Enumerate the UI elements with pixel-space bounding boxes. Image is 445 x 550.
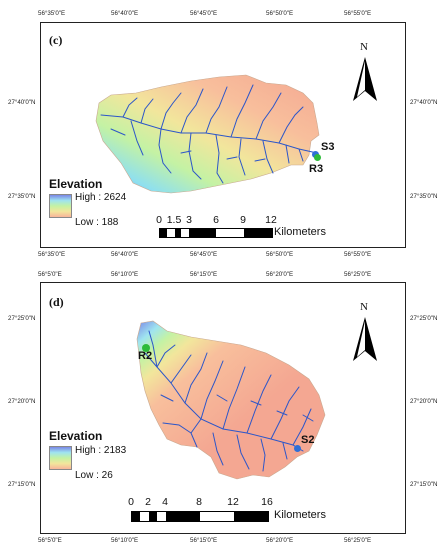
legend-title: Elevation <box>49 429 103 443</box>
scale-number: 2 <box>145 496 151 508</box>
bottom-lon-label: 56°55'0"E <box>344 251 372 258</box>
north-arrow-letter: N <box>360 301 368 313</box>
scale-number: 16 <box>261 496 273 508</box>
scale-number: 1.5 <box>166 214 182 226</box>
station-label-r3: R3 <box>309 163 324 175</box>
station-marker-r3 <box>314 154 321 161</box>
legend-high: High : 2624 <box>75 192 127 203</box>
scale-number: 8 <box>196 496 202 508</box>
legend-high: High : 2183 <box>75 445 127 456</box>
right-lat-label: 27°20'0"N <box>410 398 438 405</box>
scale-number: 6 <box>213 214 219 226</box>
top-lon-label: 56°10'0"E <box>111 271 139 278</box>
top-lon-label: 56°45'0"E <box>190 10 218 17</box>
panel-label: (c) <box>49 33 63 47</box>
scale-number: 9 <box>240 214 246 226</box>
north-arrow-icon <box>353 57 377 101</box>
left-lat-label: 27°15'0"N <box>8 481 36 488</box>
top-lon-label: 56°55'0"E <box>344 10 372 17</box>
scale-number: 0 <box>128 496 134 508</box>
legend-low: Low : 26 <box>75 470 113 481</box>
right-lat-label: 27°35'0"N <box>410 193 438 200</box>
bottom-lon-label: 56°15'0"E <box>190 537 218 544</box>
bottom-lon-label: 56°25'0"E <box>344 537 372 544</box>
top-lon-label: 56°35'0"E <box>38 10 66 17</box>
left-lat-label: 27°20'0"N <box>8 398 36 405</box>
watershed-map <box>136 320 326 480</box>
bottom-lon-label: 56°10'0"E <box>111 537 139 544</box>
scale-number: 3 <box>186 214 192 226</box>
left-lat-label: 27°40'0"N <box>8 99 36 106</box>
map-frame: (d) <box>40 282 406 534</box>
scale-unit: Kilometers <box>274 226 326 238</box>
north-arrow-icon <box>353 317 377 361</box>
watershed-d <box>136 320 326 480</box>
bottom-lon-label: 56°50'0"E <box>266 251 294 258</box>
left-lat-label: 27°35'0"N <box>8 193 36 200</box>
legend-low: Low : 188 <box>75 217 119 228</box>
scale-bar <box>131 511 269 522</box>
north-arrow: N <box>353 41 377 101</box>
station-label-r2: R2 <box>138 350 153 362</box>
scale-bar <box>159 228 273 238</box>
map-frame: (c) <box>40 22 406 248</box>
top-lon-label: 56°25'0"E <box>344 271 372 278</box>
left-lat-label: 27°25'0"N <box>8 315 36 322</box>
right-lat-label: 27°25'0"N <box>410 315 438 322</box>
legend-color-ramp <box>49 194 72 218</box>
bottom-lon-label: 56°45'0"E <box>190 251 218 258</box>
north-arrow: N <box>353 301 377 361</box>
map-panel-d: 56°5'0"E 56°10'0"E 56°15'0"E 56°20'0"E 5… <box>0 265 445 550</box>
bottom-lon-label: 56°35'0"E <box>38 251 66 258</box>
map-panel-c: 56°35'0"E 56°40'0"E 56°45'0"E 56°50'0"E … <box>0 0 445 265</box>
station-label-s3: S3 <box>321 141 335 153</box>
watershed-map <box>95 74 320 194</box>
scale-unit: Kilometers <box>274 509 326 521</box>
top-lon-label: 56°50'0"E <box>266 10 294 17</box>
watershed-c <box>95 74 320 194</box>
scale-number: 12 <box>227 496 239 508</box>
scale-number: 4 <box>162 496 168 508</box>
station-label-s2: S2 <box>301 434 315 446</box>
station-marker-r2 <box>142 344 150 352</box>
top-lon-label: 56°40'0"E <box>111 10 139 17</box>
top-lon-label: 56°5'0"E <box>38 271 62 278</box>
legend-title: Elevation <box>49 177 103 191</box>
bottom-lon-label: 56°40'0"E <box>111 251 139 258</box>
north-arrow-letter: N <box>360 41 368 53</box>
top-lon-label: 56°20'0"E <box>266 271 294 278</box>
right-lat-label: 27°40'0"N <box>410 99 438 106</box>
scale-number: 12 <box>265 214 277 226</box>
bottom-lon-label: 56°5'0"E <box>38 537 62 544</box>
scale-number: 0 <box>156 214 162 226</box>
right-lat-label: 27°15'0"N <box>410 481 438 488</box>
panel-label: (d) <box>49 295 64 309</box>
legend-color-ramp <box>49 446 72 470</box>
station-marker-s2 <box>294 445 301 452</box>
top-lon-label: 56°15'0"E <box>190 271 218 278</box>
bottom-lon-label: 56°20'0"E <box>266 537 294 544</box>
